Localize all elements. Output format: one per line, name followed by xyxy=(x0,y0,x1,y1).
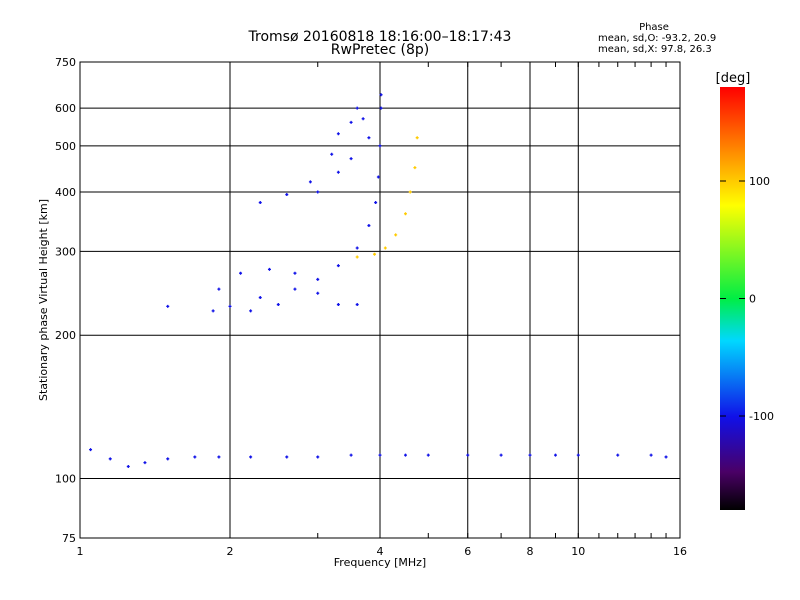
data-point xyxy=(408,190,412,194)
x-tick-label: 10 xyxy=(571,545,585,558)
data-point xyxy=(403,453,407,457)
data-point xyxy=(267,267,271,271)
colorbar-ticks: 100 0 -100 xyxy=(720,175,774,423)
data-point xyxy=(276,303,280,307)
data-point xyxy=(349,453,353,457)
y-tick-label: 600 xyxy=(55,102,76,115)
data-point xyxy=(126,464,130,468)
data-point xyxy=(336,170,340,174)
data-point xyxy=(379,106,383,110)
y-axis-ticks: 75 100 200 300 400 500 600 750 xyxy=(55,56,76,545)
data-point xyxy=(355,255,359,259)
data-point xyxy=(413,166,417,170)
data-point xyxy=(239,271,243,275)
data-point xyxy=(193,455,197,459)
chart-subtitle: RwPretec (8p) xyxy=(330,42,430,58)
data-point xyxy=(466,453,470,457)
data-point xyxy=(367,136,371,140)
data-point xyxy=(258,201,262,205)
data-point xyxy=(316,455,320,459)
data-point xyxy=(108,457,112,461)
colorbar-label: [deg] xyxy=(716,71,751,86)
data-point xyxy=(228,304,232,308)
data-point xyxy=(376,175,380,179)
data-point xyxy=(285,455,289,459)
data-point xyxy=(166,304,170,308)
data-point xyxy=(330,152,334,156)
data-point xyxy=(355,303,359,307)
data-point xyxy=(379,93,383,97)
grid-lines xyxy=(80,62,680,538)
phase-stats-o: mean, sd,O: -93.2, 20.9 xyxy=(598,33,717,44)
data-point xyxy=(316,291,320,295)
data-point xyxy=(336,132,340,136)
data-point xyxy=(403,212,407,216)
data-point xyxy=(664,455,668,459)
data-point xyxy=(367,224,371,228)
data-point xyxy=(528,453,532,457)
data-point xyxy=(373,252,377,256)
chart-title: Tromsø 20160818 18:16:00–18:17:43 xyxy=(248,29,512,45)
data-point xyxy=(89,448,93,452)
phase-stats-x: mean, sd,X: 97.8, 26.3 xyxy=(598,44,712,55)
x-axis-ticks: 1 2 4 6 8 10 16 xyxy=(77,62,687,558)
data-point xyxy=(361,117,365,121)
data-point xyxy=(249,309,253,313)
colorbar-tick-label: 100 xyxy=(749,175,770,188)
data-point xyxy=(553,453,557,457)
y-tick-label: 75 xyxy=(62,532,76,545)
y-tick-label: 100 xyxy=(55,473,76,486)
data-point xyxy=(349,120,353,124)
data-point xyxy=(166,457,170,461)
y-axis-label: Stationary phase Virtual Height [km] xyxy=(37,199,50,401)
data-point xyxy=(211,309,215,313)
data-point xyxy=(378,453,382,457)
x-tick-label: 4 xyxy=(377,545,384,558)
data-point xyxy=(499,453,503,457)
x-tick-label: 1 xyxy=(77,545,84,558)
data-point xyxy=(355,246,359,250)
y-tick-label: 500 xyxy=(55,140,76,153)
colorbar-tick-label: 0 xyxy=(749,293,756,306)
x-tick-label: 8 xyxy=(527,545,534,558)
y-tick-label: 400 xyxy=(55,186,76,199)
data-point xyxy=(415,136,419,140)
data-point xyxy=(316,190,320,194)
phase-stats-heading: Phase xyxy=(639,22,669,33)
data-point xyxy=(576,453,580,457)
data-point xyxy=(249,455,253,459)
data-point xyxy=(394,233,398,237)
data-point xyxy=(336,264,340,268)
data-point xyxy=(616,453,620,457)
data-point xyxy=(293,271,297,275)
data-point xyxy=(378,144,382,148)
y-tick-label: 300 xyxy=(55,245,76,258)
data-point xyxy=(316,277,320,281)
data-point xyxy=(143,461,147,465)
data-point xyxy=(217,455,221,459)
data-point xyxy=(374,201,378,205)
data-point xyxy=(308,180,312,184)
data-point xyxy=(649,453,653,457)
data-point xyxy=(258,296,262,300)
data-point xyxy=(293,287,297,291)
data-point xyxy=(336,303,340,307)
data-point xyxy=(426,453,430,457)
data-point xyxy=(383,246,387,250)
y-tick-label: 750 xyxy=(55,56,76,69)
data-points xyxy=(89,93,668,468)
x-tick-label: 6 xyxy=(464,545,471,558)
data-point xyxy=(217,287,221,291)
y-tick-label: 200 xyxy=(55,329,76,342)
data-point xyxy=(285,193,289,197)
x-tick-label: 2 xyxy=(227,545,234,558)
data-point xyxy=(355,106,359,110)
data-point xyxy=(349,157,353,161)
x-axis-label: Frequency [MHz] xyxy=(334,556,426,569)
x-tick-label: 16 xyxy=(673,545,687,558)
colorbar-tick-label: -100 xyxy=(749,410,774,423)
